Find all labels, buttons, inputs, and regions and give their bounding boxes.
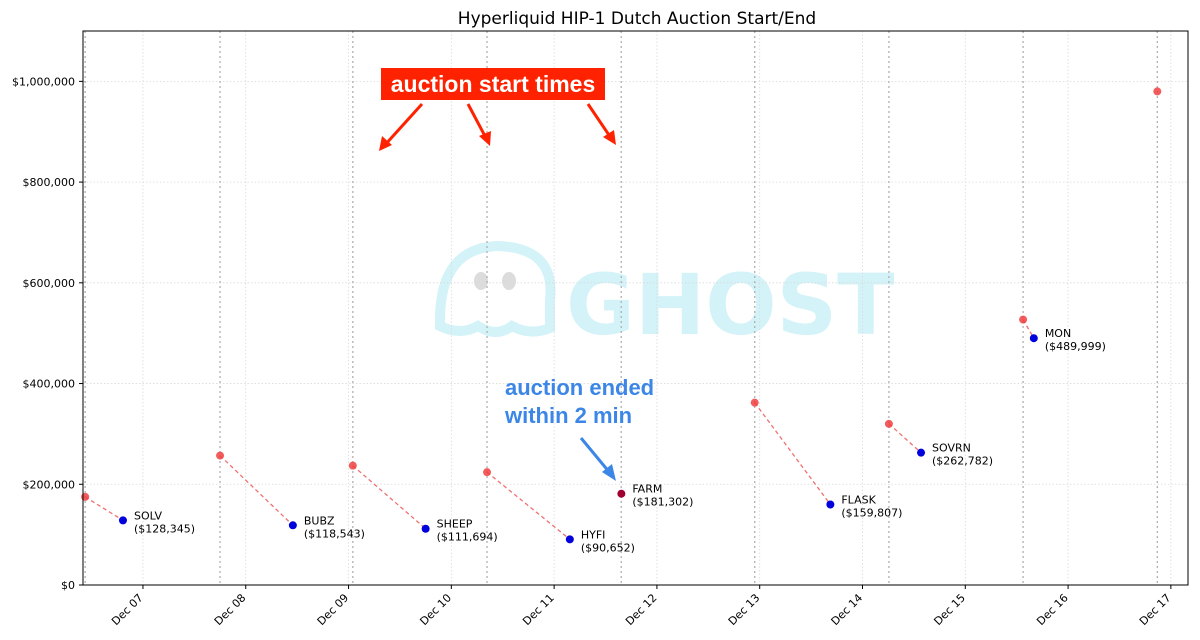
auction-name-label: FARM xyxy=(632,483,662,496)
auction-price-label: ($489,999) xyxy=(1045,340,1106,353)
ghost-eye-left-icon xyxy=(474,272,488,290)
auction-price-label: ($111,694) xyxy=(437,531,498,544)
auction-name-label: SHEEP xyxy=(437,518,473,531)
chart-title: Hyperliquid HIP-1 Dutch Auction Start/En… xyxy=(458,9,816,29)
connector-line xyxy=(219,455,294,526)
end-point xyxy=(826,500,835,509)
callout-ended-line-2: within 2 min xyxy=(504,403,632,428)
auction-price-label: ($128,345) xyxy=(134,522,195,535)
connector-line xyxy=(486,471,571,540)
start-point xyxy=(1153,87,1162,96)
start-point xyxy=(483,468,492,477)
end-point xyxy=(1029,334,1038,343)
callout-ended-line-1: auction ended xyxy=(505,375,654,400)
y-tick-label: $400,000 xyxy=(23,378,76,391)
arrow-shaft xyxy=(579,437,612,474)
watermark-text: GHOST xyxy=(566,256,894,354)
callout-start-box xyxy=(381,68,605,100)
grid xyxy=(83,31,1188,585)
auction-price-label: ($262,782) xyxy=(932,455,993,468)
start-point xyxy=(216,451,225,460)
plot-frame xyxy=(82,30,1189,586)
ghost-logo-icon xyxy=(435,240,556,337)
end-point xyxy=(917,448,926,457)
start-point xyxy=(884,419,893,428)
arrow-shaft xyxy=(466,103,488,139)
auction-labels: SOLV($128,345) BUBZ($118,543) SHEEP($111,6… xyxy=(134,327,1106,554)
y-tick-label: $600,000 xyxy=(23,277,76,290)
auction-name-label: MON xyxy=(1045,327,1071,340)
arrow-down-icon xyxy=(479,131,491,146)
auction-ended-callout: auction ended within 2 min xyxy=(504,375,654,481)
auction-price-label: ($159,807) xyxy=(841,507,902,520)
fast-end-point xyxy=(617,489,626,498)
auction-start-lines xyxy=(84,31,1158,585)
auction-name-label: FLASK xyxy=(841,494,876,507)
start-point xyxy=(348,461,357,470)
start-point xyxy=(750,398,759,407)
auction-name-label: BUBZ xyxy=(304,514,335,527)
end-point xyxy=(565,535,574,544)
arrow-shaft xyxy=(586,103,613,139)
auction-name-label: SOVRN xyxy=(932,442,971,455)
start-point xyxy=(1019,315,1028,324)
connector-line xyxy=(888,423,922,454)
auction-name-label: HYFI xyxy=(581,528,606,541)
connector-line xyxy=(352,465,427,530)
arrow-down-right-icon xyxy=(602,464,616,481)
y-tick-label: $800,000 xyxy=(23,176,76,189)
connector-line xyxy=(754,402,831,505)
end-point xyxy=(118,516,127,525)
auction-price-label: ($181,302) xyxy=(632,496,693,509)
start-point xyxy=(81,492,90,501)
markers xyxy=(81,87,1162,544)
auction-price-label: ($118,543) xyxy=(304,527,365,540)
auction-start-callout: auction start times xyxy=(379,68,616,151)
y-tick-label: $1,000,000 xyxy=(12,75,75,88)
end-point xyxy=(421,524,430,533)
connector-line xyxy=(84,496,124,521)
y-tick-label: $200,000 xyxy=(23,478,76,491)
arrow-shaft xyxy=(382,102,424,148)
y-tick-label: $0 xyxy=(61,579,75,592)
ghost-eye-right-icon xyxy=(502,272,516,290)
auction-price-label: ($90,652) xyxy=(581,541,635,554)
end-point xyxy=(288,521,297,530)
auction-name-label: SOLV xyxy=(134,509,163,522)
callout-start-text: auction start times xyxy=(391,71,596,97)
arrow-down-left-icon xyxy=(379,136,392,151)
arrow-down-right-icon xyxy=(603,130,616,145)
